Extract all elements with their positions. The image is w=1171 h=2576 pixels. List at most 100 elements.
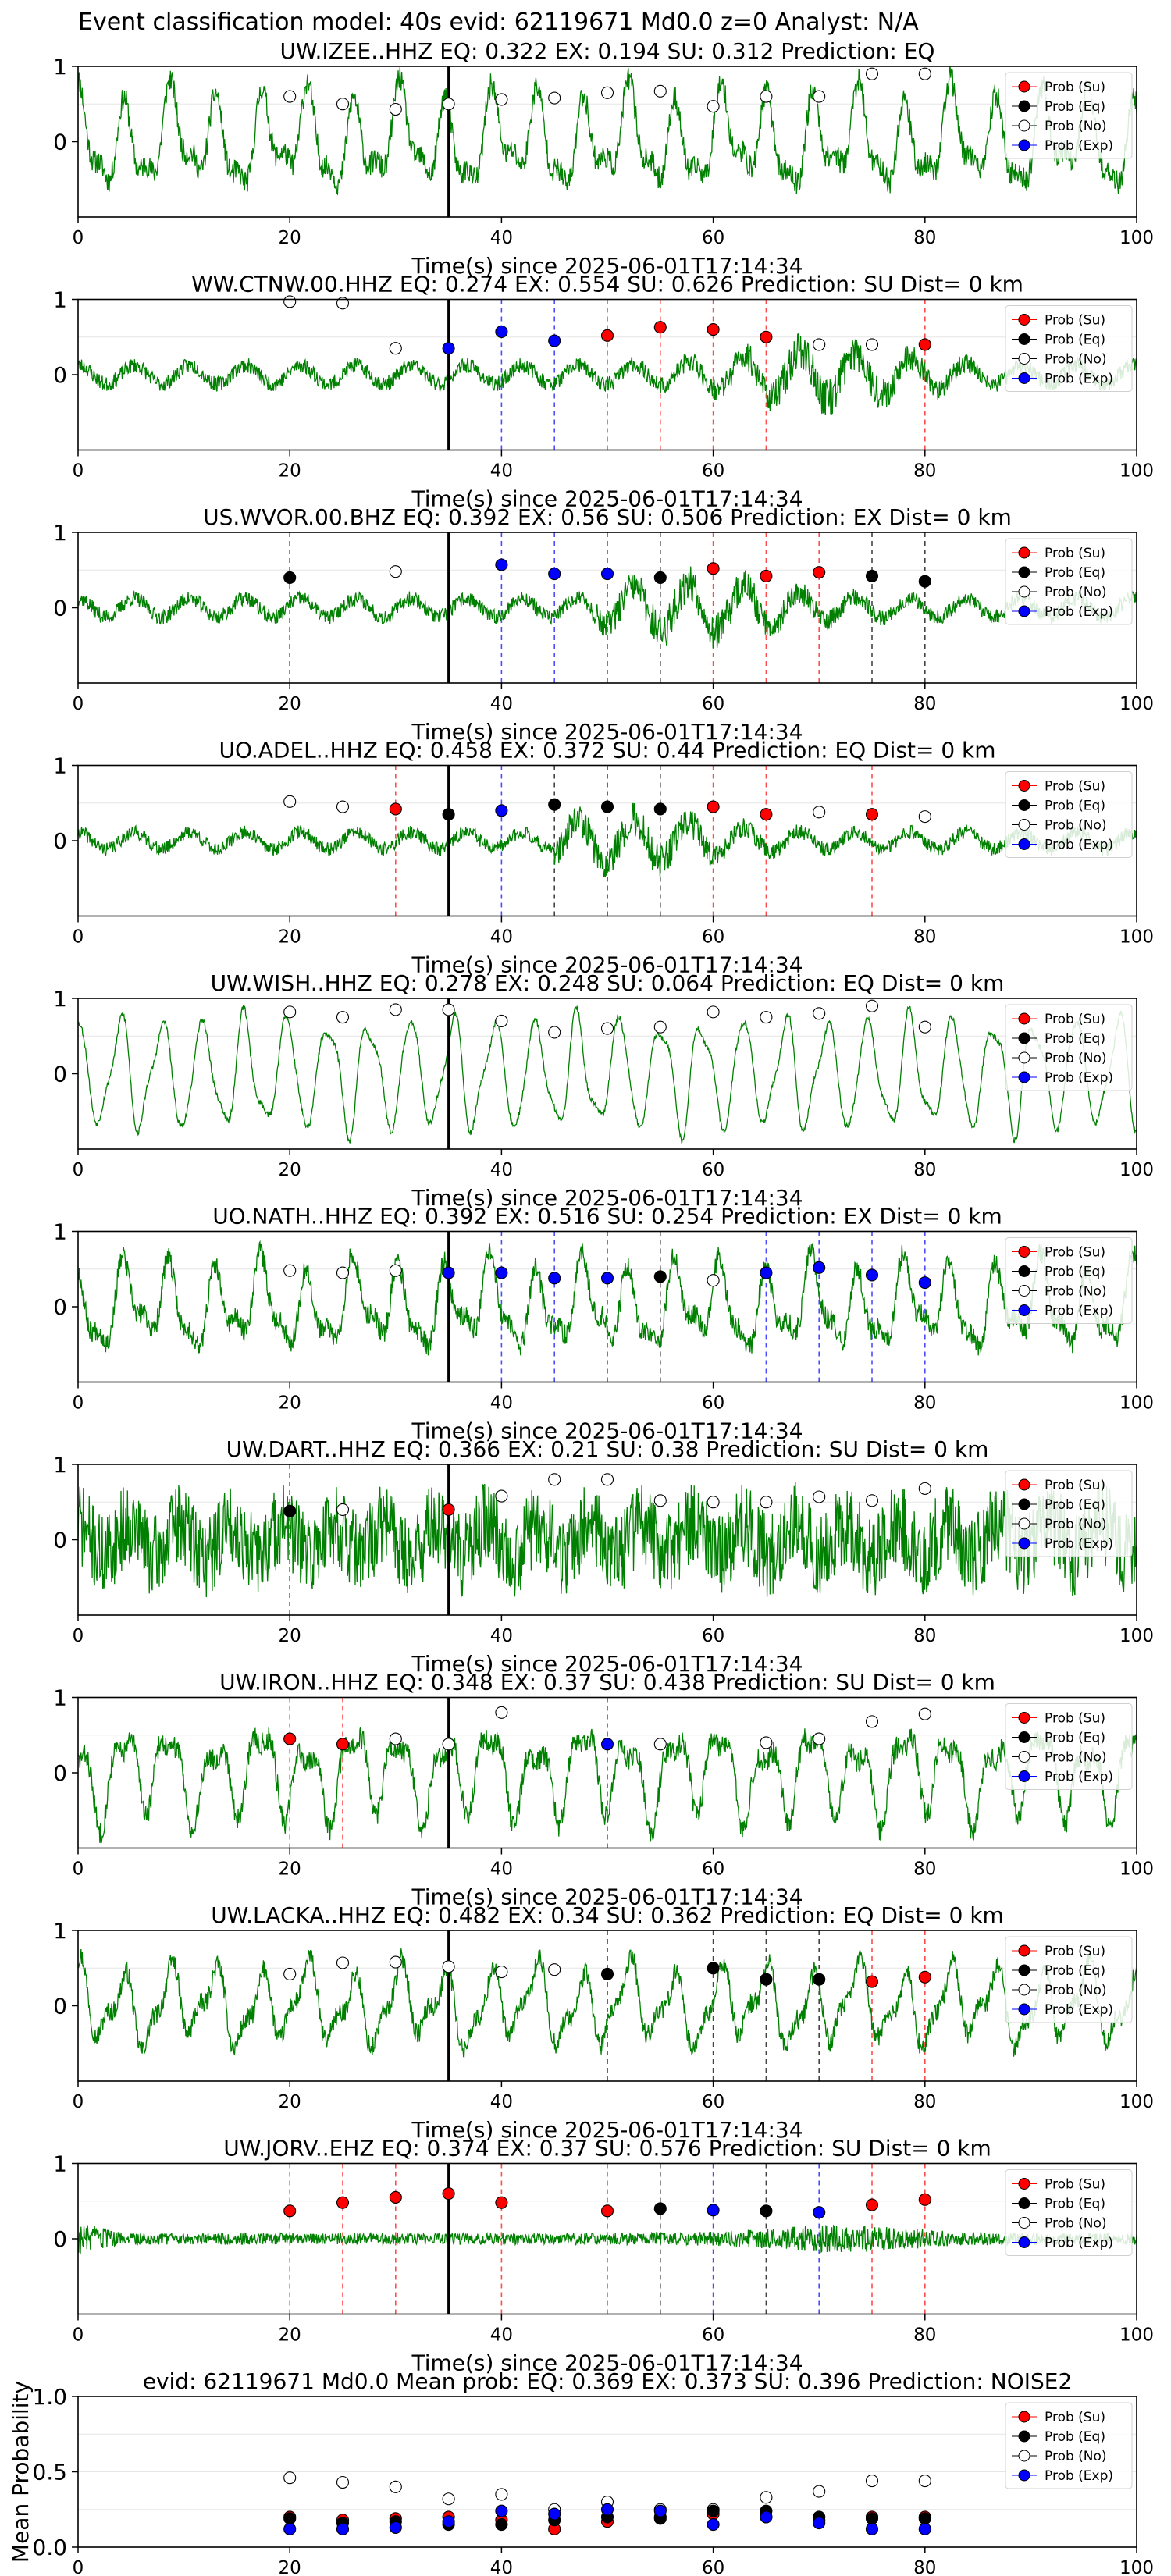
prob-point-no <box>336 1266 350 1279</box>
legend-marker-no <box>1018 353 1030 365</box>
prob-point-no <box>760 1496 773 1509</box>
prob-point-exp <box>442 1266 455 1279</box>
panel-9: UW.LACKA..HHZ EQ: 0.482 EX: 0.34 SU: 0.3… <box>53 1902 1154 2143</box>
x-tick-label: 100 <box>1119 2092 1154 2112</box>
prob-point-no <box>548 1963 561 1976</box>
legend-marker-su <box>1018 314 1030 326</box>
prob-point-no <box>813 338 826 351</box>
panel-title: UO.ADEL..HHZ EQ: 0.458 EX: 0.372 SU: 0.4… <box>219 738 995 763</box>
legend-box <box>1005 1004 1133 1091</box>
prob-point-exp <box>548 1272 561 1285</box>
x-tick-label: 60 <box>702 228 724 248</box>
legend-marker-exp <box>1018 838 1030 850</box>
x-tick-label: 100 <box>1119 694 1154 714</box>
legend-marker-no <box>1018 1285 1030 1297</box>
panel-7: UW.DART..HHZ EQ: 0.366 EX: 0.21 SU: 0.38… <box>53 1436 1154 1677</box>
prob-point-su <box>336 2196 350 2209</box>
mean-prob-point-eq <box>918 2512 931 2525</box>
prob-point-su <box>865 1975 879 1988</box>
legend-marker-su <box>1018 1478 1030 1491</box>
legend-marker-su <box>1018 780 1030 792</box>
prob-point-exp <box>600 1272 614 1285</box>
prob-point-exp <box>813 1261 826 1274</box>
prob-point-no <box>548 1473 561 1486</box>
prob-point-no <box>918 1020 931 1034</box>
prob-point-eq <box>707 1962 720 1975</box>
legend-marker-su <box>1018 2411 1030 2423</box>
x-tick-label: 40 <box>490 1859 513 1880</box>
x-tick-label: 60 <box>702 1626 724 1646</box>
x-axis-label: Time(s) since 2025-06-01T17:14:34 <box>411 952 803 978</box>
legend-label: Prob (Exp) <box>1045 372 1113 387</box>
prob-point-no <box>865 1715 879 1728</box>
x-tick-label: 20 <box>279 927 301 948</box>
x-tick-label: 80 <box>913 228 936 248</box>
x-axis-label: Time(s) since 2025-06-01T17:14:34 <box>411 253 803 279</box>
prob-point-exp <box>442 342 455 355</box>
figure-suptitle: Event classification model: 40s evid: 62… <box>78 9 919 36</box>
legend-box <box>1005 2169 1133 2256</box>
mean-prob-point-exp <box>548 2507 561 2521</box>
prob-point-no <box>707 1496 720 1509</box>
prob-point-no <box>653 1738 667 1751</box>
x-tick-label: 0 <box>73 1393 84 1414</box>
legend-label: Prob (No) <box>1045 1750 1107 1766</box>
prob-point-no <box>336 297 350 310</box>
legend-label: Prob (Exp) <box>1045 1536 1113 1552</box>
panel-title: US.WVOR.00.BHZ EQ: 0.392 EX: 0.56 SU: 0.… <box>203 504 1012 530</box>
x-tick-label: 0 <box>73 2325 84 2346</box>
legend-marker-no <box>1018 1984 1030 1996</box>
mean-prob-point-exp <box>336 2522 350 2535</box>
x-tick-label: 80 <box>913 1160 936 1180</box>
prob-point-no <box>707 1005 720 1019</box>
x-tick-label: 40 <box>490 461 513 482</box>
prob-point-su <box>813 566 826 579</box>
x-tick-label: 80 <box>913 1626 936 1646</box>
legend-label: Prob (Su) <box>1045 80 1105 95</box>
axes-frame <box>77 532 1137 684</box>
legend-label: Prob (Eq) <box>1045 1963 1105 1979</box>
prob-point-eq <box>283 571 297 584</box>
legend-box <box>1005 72 1133 159</box>
prob-point-no <box>918 1482 931 1495</box>
prob-point-no <box>600 86 614 99</box>
prob-point-eq <box>760 1973 773 1986</box>
legend-label: Prob (No) <box>1045 585 1107 600</box>
legend-marker-eq <box>1018 1265 1030 1277</box>
mean-prob-point-exp <box>495 2504 508 2517</box>
panel-title: UW.LACKA..HHZ EQ: 0.482 EX: 0.34 SU: 0.3… <box>211 1902 1004 1928</box>
prob-point-eq <box>548 798 561 811</box>
mean-prob-point-exp <box>653 2504 667 2517</box>
prob-point-exp <box>495 804 508 817</box>
y-tick-label: 1.0 <box>32 2384 67 2410</box>
legend-marker-no <box>1018 119 1030 132</box>
legend-label: Prob (No) <box>1045 352 1107 368</box>
prob-point-no <box>336 1011 350 1024</box>
mean-prob-point-eq <box>283 2512 297 2525</box>
x-tick-label: 100 <box>1119 1393 1154 1414</box>
legend-label: Prob (No) <box>1045 1983 1107 1998</box>
legend-marker-no <box>1018 1517 1030 1530</box>
legend-label: Prob (No) <box>1045 1051 1107 1066</box>
legend-label: Prob (No) <box>1045 1517 1107 1532</box>
mean-prob-point-no <box>283 2471 297 2485</box>
x-tick-label: 20 <box>279 694 301 714</box>
legend-marker-exp <box>1018 2236 1030 2248</box>
legend-label: Prob (Eq) <box>1045 2429 1105 2445</box>
prob-point-no <box>653 84 667 98</box>
legend-box <box>1005 538 1133 625</box>
x-tick-label: 60 <box>702 1160 724 1180</box>
y-tick-label: 0 <box>53 1760 67 1786</box>
x-tick-label: 40 <box>490 2092 513 2112</box>
legend-marker-su <box>1018 2178 1030 2190</box>
y-tick-label: 1 <box>53 520 67 546</box>
x-tick-label: 100 <box>1119 1160 1154 1180</box>
legend-marker-eq <box>1018 1498 1030 1510</box>
prob-point-no <box>653 1494 667 1507</box>
legend-marker-su <box>1018 546 1030 559</box>
mean-prob-point-no <box>495 2488 508 2501</box>
prob-point-no <box>813 90 826 103</box>
y-tick-label: 1 <box>53 2151 67 2177</box>
prob-point-no <box>283 1005 297 1019</box>
prob-point-no <box>283 1264 297 1277</box>
